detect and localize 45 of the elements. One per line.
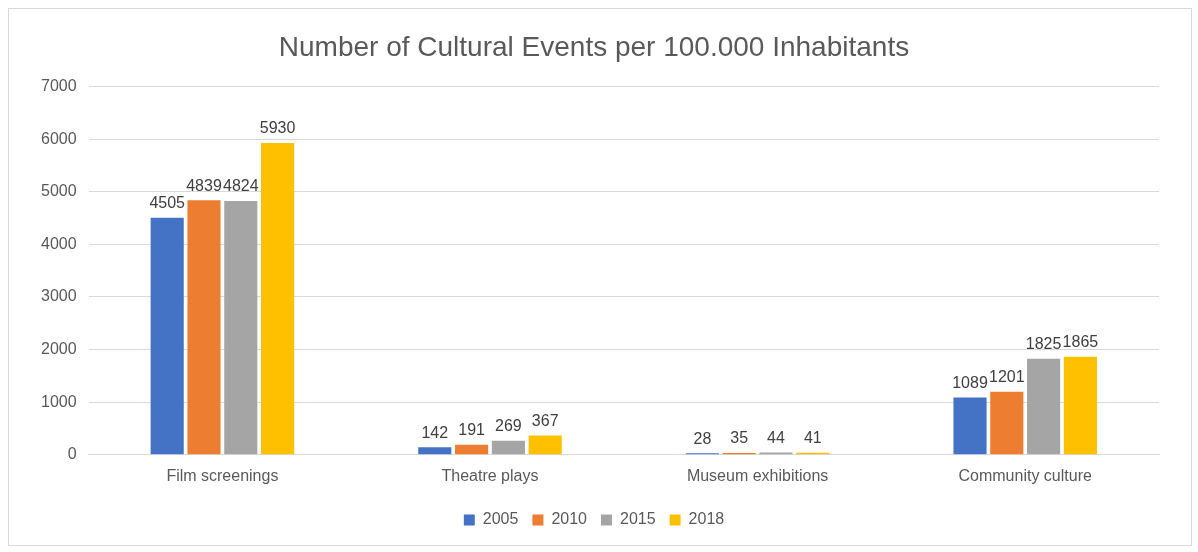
data-label: 28 bbox=[693, 429, 712, 447]
chart-title: Number of Cultural Events per 100.000 Inhabitants bbox=[278, 30, 910, 62]
y-tick-label: 7000 bbox=[41, 77, 77, 95]
bar bbox=[418, 447, 452, 455]
data-label: 4505 bbox=[149, 194, 186, 212]
data-label: 1825 bbox=[1025, 335, 1062, 353]
bar bbox=[187, 200, 221, 455]
data-label: 1201 bbox=[989, 368, 1025, 386]
bar bbox=[1063, 356, 1097, 455]
bar bbox=[261, 142, 295, 455]
x-tick-label: Film screenings bbox=[166, 466, 279, 484]
data-label: 269 bbox=[495, 417, 522, 435]
data-label: 4839 bbox=[186, 176, 222, 194]
bar bbox=[224, 201, 258, 455]
data-label: 367 bbox=[531, 411, 559, 429]
y-tick-label: 3000 bbox=[41, 287, 77, 305]
bar bbox=[953, 397, 987, 455]
data-label: 41 bbox=[803, 429, 822, 447]
bar bbox=[455, 444, 489, 455]
y-tick-label: 2000 bbox=[41, 340, 77, 358]
y-tick-label: 1000 bbox=[41, 392, 77, 410]
data-label: 1865 bbox=[1062, 333, 1099, 351]
y-tick-label: 0 bbox=[67, 445, 77, 463]
x-tick-label: Museum exhibitions bbox=[686, 466, 829, 484]
bar bbox=[990, 391, 1024, 455]
legend-label: 2018 bbox=[688, 510, 725, 528]
x-tick-label: Theatre plays bbox=[441, 466, 539, 484]
bar bbox=[150, 217, 184, 455]
data-label: 142 bbox=[421, 423, 449, 441]
x-tick-label: Community culture bbox=[958, 466, 1092, 484]
y-tick-label: 5000 bbox=[41, 182, 77, 200]
data-label: 35 bbox=[730, 429, 749, 447]
data-label: 5930 bbox=[259, 119, 296, 137]
data-label: 44 bbox=[767, 428, 785, 446]
y-tick-label: 6000 bbox=[41, 129, 77, 147]
data-label: 1089 bbox=[952, 373, 988, 391]
legend-label: 2015 bbox=[620, 510, 656, 528]
bar bbox=[1027, 358, 1061, 455]
data-label: 191 bbox=[458, 421, 486, 439]
legend-label: 2010 bbox=[551, 510, 588, 528]
legend-label: 2005 bbox=[482, 510, 519, 528]
y-tick-label: 4000 bbox=[41, 234, 77, 252]
bar bbox=[528, 435, 562, 455]
data-label: 4824 bbox=[223, 177, 259, 195]
bar bbox=[491, 440, 525, 455]
